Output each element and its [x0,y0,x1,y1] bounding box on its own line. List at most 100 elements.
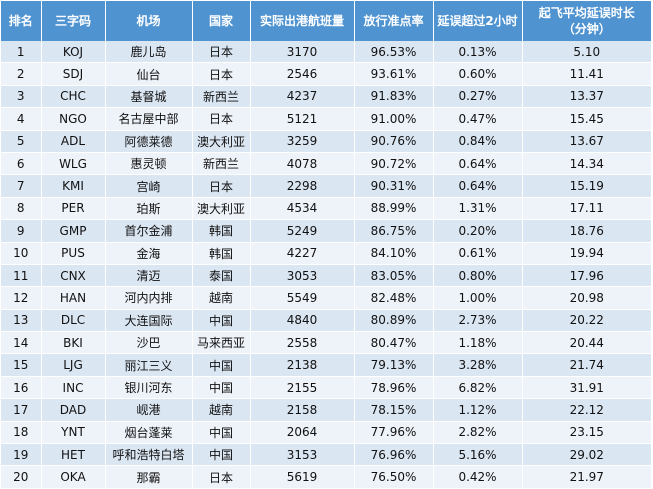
cell-country: 韩国 [192,219,251,243]
table-row: 19 HET 呼和浩特白塔 中国 3153 76.96% 5.16% 29.02 [1,443,651,467]
cell-avg-delay: 21.74 [522,353,651,377]
header-row: 排名 三字码 机场 国家 实际出港航班量 放行准点率 延误超过2小时 起飞平均延… [1,1,651,41]
cell-delay2h: 0.13% [433,41,523,64]
cell-avg-delay: 22.12 [522,398,651,422]
cell-code: GMP [41,219,106,243]
cell-avg-delay: 5.10 [522,41,651,64]
cell-flights: 2158 [250,398,355,422]
cell-ontime: 83.05% [354,264,434,288]
table-row: 1 KOJ 鹿儿岛 日本 3170 96.53% 0.13% 5.10 [1,41,651,64]
cell-country: 中国 [192,353,251,377]
cell-flights: 4237 [250,85,355,109]
cell-rank: 15 [1,353,42,377]
cell-flights: 3259 [250,130,355,153]
header-code: 三字码 [41,1,106,41]
cell-ontime: 86.75% [354,219,434,243]
cell-avg-delay: 31.91 [522,376,651,400]
cell-ontime: 96.53% [354,41,434,64]
cell-airport: 仙台 [105,62,193,86]
cell-flights: 2064 [250,421,355,445]
table-body: 1 KOJ 鹿儿岛 日本 3170 96.53% 0.13% 5.10 2 SDJ 仙台 日本 2546… [1,41,651,489]
cell-flights: 5121 [250,107,355,131]
table-row: 14 BKI 沙巴 马来西亚 2558 80.47% 1.18% 20.44 [1,331,651,355]
header-country: 国家 [192,1,251,41]
cell-delay2h: 0.64% [433,174,523,198]
cell-avg-delay: 20.22 [522,309,651,333]
cell-delay2h: 0.64% [433,152,523,176]
cell-flights: 4078 [250,152,355,176]
cell-code: DLC [41,309,106,333]
header-airport: 机场 [105,1,193,41]
cell-rank: 7 [1,174,42,198]
cell-avg-delay: 18.76 [522,219,651,243]
cell-delay2h: 0.27% [433,85,523,109]
cell-code: CHC [41,85,106,109]
cell-delay2h: 5.16% [433,443,523,467]
cell-country: 马来西亚 [192,331,251,355]
cell-code: PER [41,197,106,221]
cell-ontime: 77.96% [354,421,434,445]
header-avg-delay-line2: （分钟） [562,22,611,36]
cell-airport: 宫崎 [105,174,193,198]
cell-flights: 2558 [250,331,355,355]
cell-ontime: 78.96% [354,376,434,400]
cell-country: 越南 [192,286,251,310]
cell-flights: 5249 [250,219,355,243]
cell-delay2h: 3.28% [433,353,523,377]
cell-code: LJG [41,353,106,377]
cell-country: 中国 [192,443,251,467]
table-header: 排名 三字码 机场 国家 实际出港航班量 放行准点率 延误超过2小时 起飞平均延… [1,1,651,41]
header-rank: 排名 [1,1,42,41]
cell-delay2h: 0.47% [433,107,523,131]
table-row: 2 SDJ 仙台 日本 2546 93.61% 0.60% 11.41 [1,62,651,86]
cell-delay2h: 6.82% [433,376,523,400]
cell-rank: 13 [1,309,42,333]
cell-ontime: 80.89% [354,309,434,333]
cell-country: 韩国 [192,242,251,265]
cell-flights: 3053 [250,264,355,288]
cell-delay2h: 1.12% [433,398,523,422]
cell-airport: 阿德莱德 [105,130,193,153]
cell-delay2h: 0.60% [433,62,523,86]
cell-delay2h: 1.31% [433,197,523,221]
cell-country: 越南 [192,398,251,422]
cell-ontime: 76.96% [354,443,434,467]
cell-country: 中国 [192,309,251,333]
table-row: 13 DLC 大连国际 中国 4840 80.89% 2.73% 20.22 [1,309,651,333]
cell-flights: 4840 [250,309,355,333]
cell-code: CNX [41,264,106,288]
header-delay2h: 延误超过2小时 [433,1,523,41]
cell-ontime: 90.72% [354,152,434,176]
table-row: 20 OKA 那霸 日本 5619 76.50% 0.42% 21.97 [1,465,651,489]
cell-rank: 12 [1,286,42,310]
cell-airport: 鹿儿岛 [105,41,193,64]
cell-rank: 1 [1,41,42,64]
table-row: 3 CHC 基督城 新西兰 4237 91.83% 0.27% 13.37 [1,85,651,109]
cell-country: 中国 [192,376,251,400]
cell-airport: 丽江三义 [105,353,193,377]
table-row: 7 KMI 宫崎 日本 2298 90.31% 0.64% 15.19 [1,174,651,198]
cell-rank: 2 [1,62,42,86]
cell-airport: 基督城 [105,85,193,109]
table-row: 9 GMP 首尔金浦 韩国 5249 86.75% 0.20% 18.76 [1,219,651,243]
cell-flights: 5619 [250,465,355,489]
cell-code: WLG [41,152,106,176]
cell-flights: 2138 [250,353,355,377]
cell-delay2h: 0.42% [433,465,523,489]
cell-code: DAD [41,398,106,422]
cell-avg-delay: 13.67 [522,130,651,153]
cell-flights: 2298 [250,174,355,198]
cell-airport: 惠灵顿 [105,152,193,176]
cell-country: 澳大利亚 [192,130,251,153]
cell-airport: 首尔金浦 [105,219,193,243]
cell-code: KOJ [41,41,106,64]
cell-rank: 19 [1,443,42,467]
cell-ontime: 79.13% [354,353,434,377]
cell-code: HAN [41,286,106,310]
cell-airport: 名古屋中部 [105,107,193,131]
table-row: 12 HAN 河内内排 越南 5549 82.48% 1.00% 20.98 [1,286,651,310]
cell-avg-delay: 17.96 [522,264,651,288]
header-flights: 实际出港航班量 [250,1,355,41]
cell-country: 泰国 [192,264,251,288]
cell-avg-delay: 15.19 [522,174,651,198]
